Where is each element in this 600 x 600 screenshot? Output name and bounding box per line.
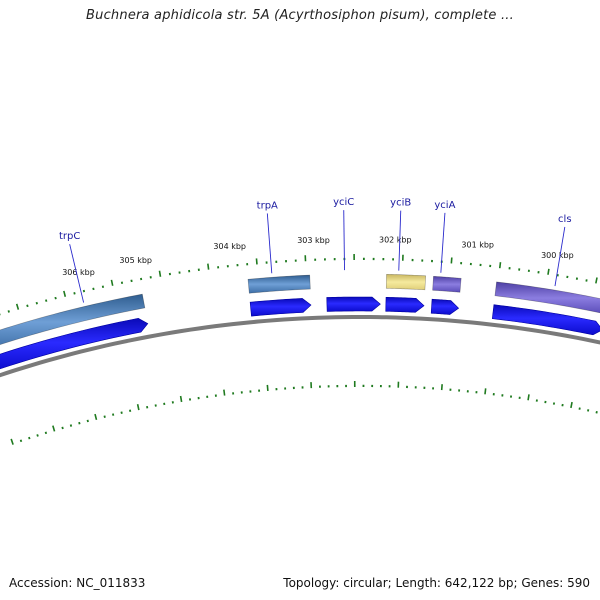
backbone-track [0,314,600,378]
map-title: Buchnera aphidicola str. 5A (Acyrthosiph… [86,8,514,23]
inner-tick [136,403,140,411]
outer-tick [63,290,67,297]
inner-tick [103,415,106,418]
outer-tick [15,303,20,310]
outer-tick [547,268,550,275]
inner-tick [94,413,98,421]
outer-tick-track: 306 kbp 305 kbp 304 kbp 303 kbp 302 kbp 301 k… [0,236,598,316]
outer-tick [45,299,48,302]
gene-feature-cls[interactable] [494,281,600,314]
inner-tick [36,434,39,437]
genome-backbone [0,314,600,378]
cds-arrow-yciC[interactable] [326,296,381,312]
inner-tick [61,426,64,430]
gene-label-line [398,210,402,271]
inner-tick [266,384,269,392]
cds-arrow-yciA[interactable] [430,298,460,315]
inner-tick [112,413,115,416]
genome-summary-text: Topology: circular; Length: 642,122 bp; … [283,576,590,590]
gene-feature-yciA[interactable] [432,275,462,293]
outer-tick [498,262,502,269]
inner-tick [179,395,183,403]
kbp-tick-label: 300 kbp [541,251,574,260]
gene-label-yciA[interactable]: yciA [434,200,455,211]
inner-tick [484,388,487,395]
gene-label-line [440,212,446,273]
inner-tick-track [10,381,598,445]
kbp-tick-label: 305 kbp [119,256,152,265]
inner-tick [44,431,48,435]
inner-tick [223,389,226,396]
cds-arrow-cls[interactable] [491,304,600,336]
gene-label-trpA[interactable]: trpA [257,200,278,211]
gene-feature-trpC[interactable] [0,293,146,350]
outer-tick [54,296,57,300]
outer-tick [26,304,29,308]
outer-tick [595,277,598,284]
inner-tick [28,436,31,440]
outer-tick [73,292,76,295]
cds-track [0,296,600,371]
accession-text: Accession: NC_011833 [9,576,146,590]
inner-tick [86,419,89,423]
inner-tick [52,425,56,432]
inner-tick [19,439,23,443]
feature-track [0,273,600,350]
kbp-tick-label: 304 kbp [213,242,246,251]
outer-tick [255,258,258,265]
gene-label-line [266,213,273,274]
outer-tick [82,289,86,293]
kbp-tick-label: 302 kbp [379,236,412,245]
cds-arrow-yciB[interactable] [385,296,425,313]
gene-feature-trpA[interactable] [247,274,311,294]
outer-tick [35,301,38,305]
gene-label-yciC[interactable]: yciC [333,197,354,208]
outer-tick [207,263,210,270]
inner-tick [527,394,530,401]
gene-label-line [554,226,566,287]
kbp-tick-label: 301 kbp [461,241,494,250]
kbp-tick-label: 303 kbp [297,236,330,245]
kbp-tick-label: 306 kbp [62,268,95,277]
inner-tick [570,401,573,409]
outer-tick [158,270,162,277]
inner-tick [78,421,81,425]
gene-label-yciB[interactable]: yciB [390,198,411,209]
gene-feature-yciB[interactable] [385,273,426,291]
cds-arrow-trpA[interactable] [249,298,312,317]
outer-tick [110,279,114,286]
gene-label-line [343,210,345,271]
outer-tick [7,310,10,313]
gene-label-cls[interactable]: cls [558,214,572,225]
cds-arrow-trpC[interactable] [0,318,149,371]
gene-label-line [69,244,85,303]
gene-label-layer: trpCtrpAyciCyciByciAclshns [59,197,572,303]
gene-label-trpC[interactable]: trpC [59,231,80,242]
inner-tick [10,438,14,445]
inner-tick [69,424,73,427]
